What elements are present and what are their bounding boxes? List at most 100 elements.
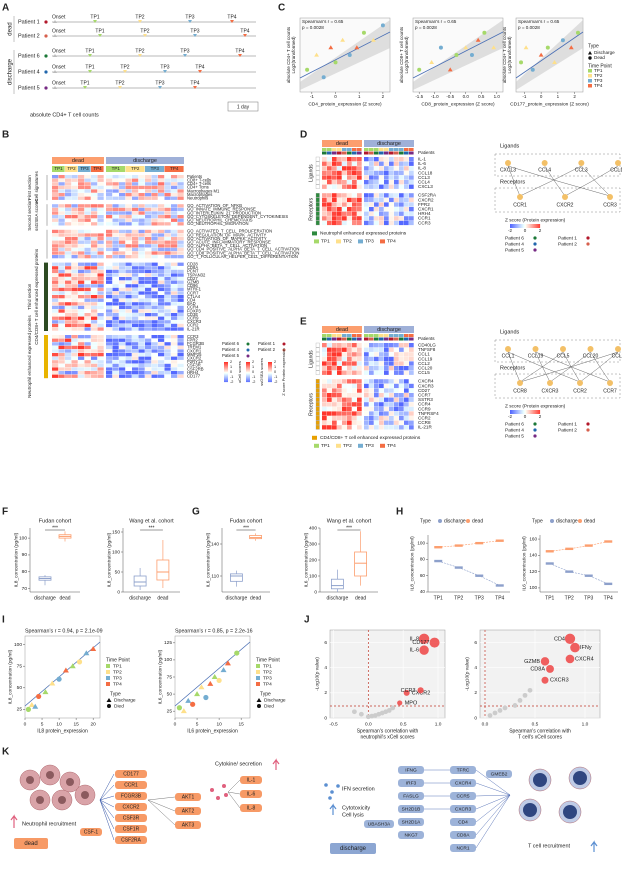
heat-cell [84,298,91,302]
heat-cell [58,316,65,320]
heat-cell [132,284,139,288]
legend-swatch [588,79,592,83]
heat-cell [171,305,178,310]
heat-cell [158,320,165,324]
heat-cell [138,327,145,331]
heat-cell [374,207,379,212]
scale-cell [515,410,517,414]
mean-mark [584,544,593,547]
x-tick-label: 1.0 [494,94,501,99]
x-tick-label: -0.5 [446,94,454,99]
section-label: Neutrophil enhanced expressed proteins [27,315,32,398]
heat-cell [52,255,59,259]
heat-cell [347,393,352,398]
heat-cell [389,220,394,226]
scale-cell [522,224,524,228]
label: TP2 [115,80,124,86]
label: 0 [524,414,527,419]
heat-cell [132,218,139,222]
label: NKG7 [404,832,417,838]
heat-cell [71,244,78,248]
heat-cell [71,291,78,295]
scale-cell [517,224,519,228]
heat-cell [164,316,171,320]
scale-cell [521,224,523,228]
onset-marker [53,20,57,23]
heat-cell [91,244,98,248]
heat-cell [399,406,404,412]
scale-cell [246,376,250,378]
patient-bar [337,337,342,341]
heat-cell [58,356,65,360]
heat-cell [394,411,399,416]
patient-bar [332,337,337,341]
heat-cell [322,406,327,412]
heat-cell [112,196,119,200]
marker-cell [315,379,320,384]
heat-cell [342,161,347,166]
heat-cell [132,215,139,219]
heat-cell [347,397,352,402]
heat-cell [65,374,72,378]
heat-cell [52,295,59,299]
heat-cell [71,233,78,237]
heat-cell [404,388,409,393]
heat-cell [91,247,98,252]
heat-cell [322,411,327,416]
heat-cell [145,269,152,274]
heat-cell [138,189,145,193]
heat-cell [352,175,357,180]
heat-cell [389,166,394,171]
heat-cell [91,240,98,244]
heat-cell [52,284,59,288]
heat-cell [322,352,327,357]
heat-cell [369,397,374,402]
heat-cell [58,175,65,179]
heat-cell [132,273,139,277]
heat-cell [65,287,72,292]
heat-cell [389,420,394,425]
section-label: xCell signatures [34,171,39,204]
scale-cell [246,368,250,370]
heat-cell [151,204,158,208]
heat-cell [409,170,414,176]
y-label: IL8_concentration (pg/ml) [409,536,415,591]
tp-bar [364,334,369,337]
heat-cell [119,342,126,346]
heat-cell [342,425,347,430]
label: TP2 [135,48,144,54]
heat-cell [327,356,332,362]
row-label: CCL2 [418,361,430,366]
heat-cell [58,349,65,353]
label: TP1 [85,64,94,70]
heat-cell [138,305,145,310]
point [519,60,524,65]
y-label: -Log10(p value) [464,657,470,691]
heat-cell [327,170,332,176]
patient-bar [364,337,369,341]
row-label: GO_ACTIVATION_OF_NFKB [187,203,242,208]
heat-cell [91,280,98,284]
heat-cell [106,185,113,190]
heat-cell [106,175,113,179]
heat-cell [327,420,332,425]
heat-cell [164,320,171,324]
heat-cell [158,284,165,288]
heat-cell [332,170,337,176]
heat-cell [347,157,352,162]
label: CCR3 [603,202,617,208]
heat-cell [177,215,184,219]
stat: Spearman's r = 0.94, p = 2.1e-09 [25,628,103,634]
heat-cell [106,287,113,292]
heat-cell [327,406,332,412]
heat-cell [389,184,394,189]
heat-cell [58,266,65,270]
heat-cell [78,273,85,277]
heat-cell [379,207,384,212]
point-label: IL-6 [410,648,419,654]
heat-cell [71,363,78,368]
heat-cell [399,216,404,221]
scale-cell [224,379,228,381]
heat-cell [171,273,178,277]
gene-box [175,807,201,815]
